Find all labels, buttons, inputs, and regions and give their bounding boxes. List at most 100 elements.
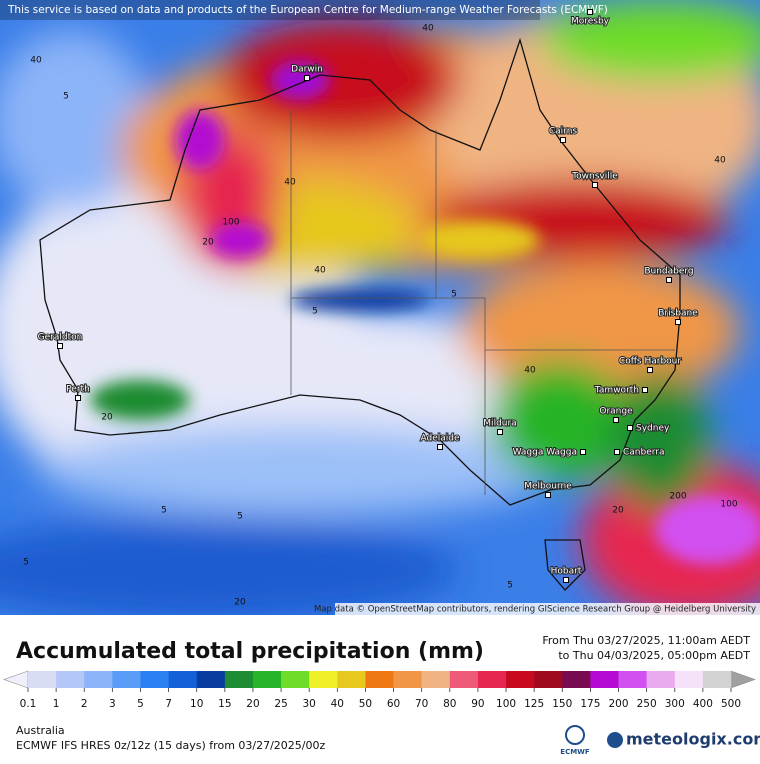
legend-tick-label: 70	[415, 698, 428, 710]
notice: This service is based on data and produc…	[7, 4, 608, 16]
contour-label: 20	[234, 598, 246, 608]
legend-tick-label: 5	[137, 698, 144, 710]
legend-swatch	[168, 671, 198, 688]
legend-swatch	[646, 671, 676, 688]
legend-tick-label: 175	[580, 698, 600, 710]
city-label: Brisbane	[658, 309, 698, 319]
contour-label: 40	[524, 366, 536, 376]
legend-swatch	[56, 671, 85, 688]
city-label: Townsville	[571, 172, 618, 182]
city-marker	[647, 367, 653, 373]
city-marker	[580, 449, 586, 455]
contour-label: 5	[451, 290, 457, 300]
contour-label: 5	[237, 512, 243, 522]
contour-label: 200	[669, 492, 686, 502]
title: Accumulated total precipitation (mm)	[16, 639, 484, 664]
contour-label: 5	[161, 506, 167, 516]
contour-label: 5	[312, 307, 318, 317]
city-label: Melbourne	[524, 482, 572, 492]
city-label: Sydney	[636, 424, 670, 434]
legend-tick-label: 80	[443, 698, 456, 710]
contour-label: 20	[202, 238, 214, 248]
legend-tick-label: 50	[359, 698, 372, 710]
legend-swatch	[421, 671, 451, 688]
city-label: Moresby	[571, 17, 610, 27]
city-marker	[592, 182, 598, 188]
legend-swatch	[618, 671, 647, 688]
legend-tick-label: 300	[665, 698, 685, 710]
contour-label: 40	[284, 178, 296, 188]
city-label: Coffs Harbour	[619, 357, 681, 367]
contour-label: 5	[507, 581, 513, 591]
period-from: From Thu 03/27/2025, 11:00am AEDT	[542, 634, 750, 647]
contour-label: 100	[720, 500, 737, 510]
legend-swatch	[28, 671, 57, 688]
city-marker	[304, 75, 310, 81]
city-marker	[587, 9, 593, 15]
legend-swatch	[562, 671, 591, 688]
legend-swatch	[506, 671, 535, 688]
city-label: Wagga Wagga	[513, 448, 577, 458]
city-label: Mildura	[483, 419, 516, 429]
legend-tick-label: 40	[331, 698, 344, 710]
contour-label: 40	[314, 266, 326, 276]
legend-swatch	[252, 671, 282, 688]
model-info: ECMWF IFS HRES 0z/12z (15 days) from 03/…	[16, 739, 326, 752]
city-label: Geraldton	[38, 333, 83, 343]
city-marker	[560, 137, 566, 143]
legend-tick-label: 150	[552, 698, 572, 710]
city-marker	[497, 429, 503, 435]
city-marker	[642, 387, 648, 393]
ecmwf-logo: ECMWF	[560, 748, 590, 756]
legend-swatch	[449, 671, 479, 688]
legend-swatch	[140, 671, 169, 688]
city-label: Adelaide	[420, 434, 459, 444]
legend-tick-label: 25	[274, 698, 287, 710]
map: This service is based on data and produc…	[0, 0, 760, 615]
legend-swatch	[196, 671, 226, 688]
legend-tick-label: 7	[165, 698, 172, 710]
contour-label: 5	[63, 92, 69, 102]
contour-label: 5	[23, 558, 29, 568]
legend-swatch	[224, 671, 254, 688]
city-marker	[666, 277, 672, 283]
legend-tick-label: 10	[190, 698, 203, 710]
legend-tick-label: 30	[303, 698, 316, 710]
city-label: Perth	[66, 385, 90, 395]
legend-swatch	[590, 671, 619, 688]
legend-tick-label: 1	[53, 698, 60, 710]
region: Australia	[16, 724, 65, 737]
city-label: Hobart	[551, 567, 582, 577]
city-marker	[675, 319, 681, 325]
legend-swatch	[393, 671, 422, 688]
legend-tick-label: 20	[246, 698, 259, 710]
legend-tick-label: 100	[496, 698, 516, 710]
city-label: Canberra	[623, 448, 665, 458]
contour-label: 40	[714, 156, 726, 166]
city-label: Bundaberg	[644, 267, 693, 277]
legend-tick-label: 3	[109, 698, 116, 710]
legend-swatch	[534, 671, 563, 688]
city-marker	[437, 444, 443, 450]
legend-tick-label: 2	[81, 698, 88, 710]
legend-tick-label: 500	[721, 698, 741, 710]
contour-label: 20	[101, 413, 113, 423]
city-label: Tamworth	[594, 386, 639, 396]
legend-tick-label: 90	[471, 698, 484, 710]
attribution: Map data © OpenStreetMap contributors, r…	[314, 605, 756, 615]
contour-label: 20	[612, 506, 624, 516]
legend-tick-label: 15	[218, 698, 231, 710]
city-marker	[627, 425, 633, 431]
contour-label: 40	[422, 24, 434, 34]
period-to: to Thu 04/03/2025, 05:00pm AEDT	[558, 649, 750, 662]
contour-label: 100	[222, 218, 239, 228]
city-label: Orange	[599, 407, 633, 417]
legend-tick-label: 400	[693, 698, 713, 710]
legend-swatch	[309, 671, 338, 688]
legend-swatch	[281, 671, 310, 688]
legend-tick-label: 250	[637, 698, 657, 710]
contour-label: 40	[30, 56, 42, 66]
legend-swatch	[365, 671, 394, 688]
legend-swatch	[337, 671, 366, 688]
